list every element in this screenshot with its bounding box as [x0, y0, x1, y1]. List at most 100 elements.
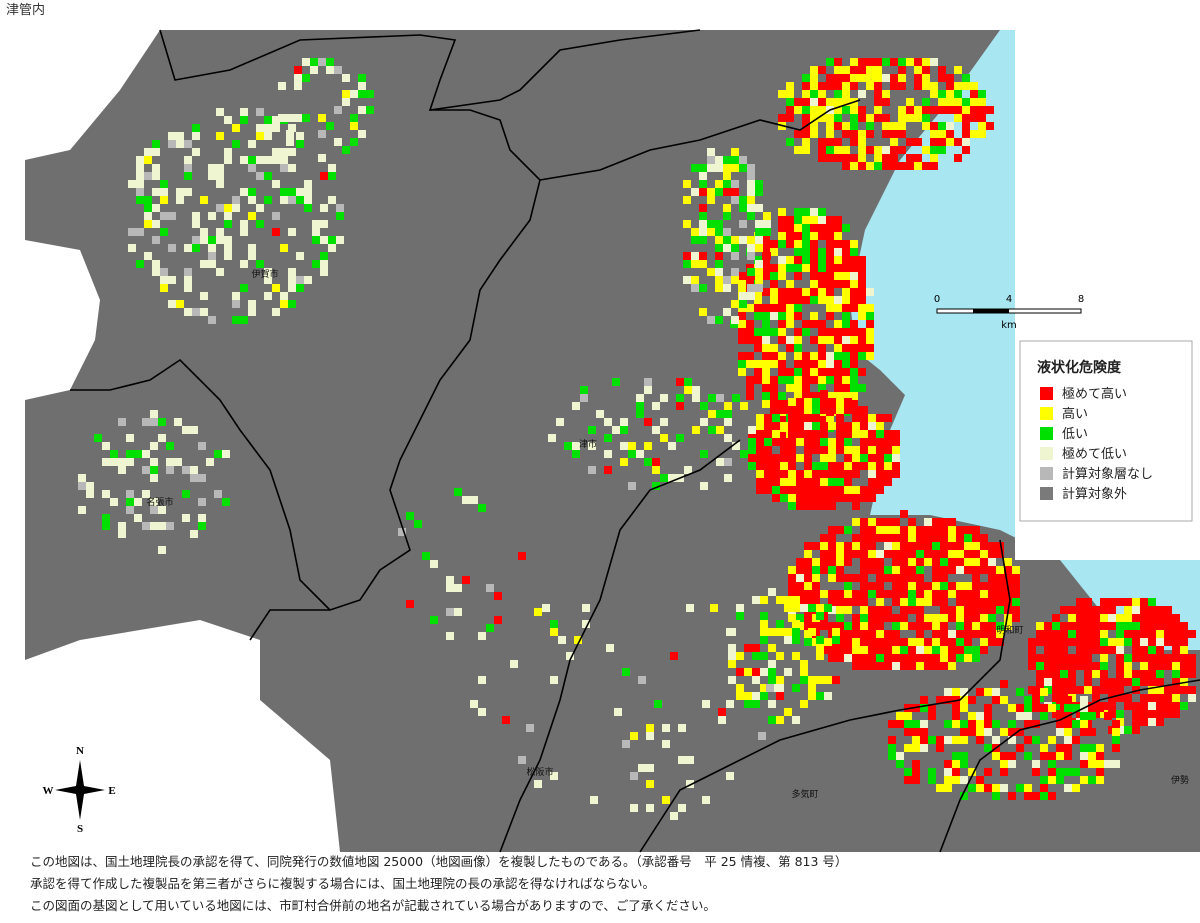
hazard-cell — [828, 398, 836, 406]
hazard-cell — [936, 736, 944, 744]
hazard-cell — [580, 386, 588, 394]
hazard-cell — [1112, 728, 1120, 736]
hazard-cell — [430, 616, 438, 624]
hazard-cell — [216, 180, 224, 188]
hazard-cell — [580, 394, 588, 402]
hazard-cell — [739, 220, 747, 228]
hazard-cell — [182, 466, 190, 474]
hazard-cell — [816, 644, 824, 652]
hazard-cell — [940, 534, 948, 542]
hazard-cell — [884, 646, 892, 654]
hazard-cell — [1068, 654, 1076, 662]
hazard-cell — [834, 296, 842, 304]
hazard-cell — [760, 620, 768, 628]
hazard-cell — [1008, 760, 1016, 768]
hazard-cell — [842, 360, 850, 368]
hazard-cell — [920, 720, 928, 728]
hazard-cell — [1148, 654, 1156, 662]
compass: N S W E — [43, 745, 116, 835]
hazard-cell — [804, 494, 812, 502]
hazard-cell — [810, 248, 818, 256]
legend-title: 液状化危険度 — [1037, 359, 1122, 376]
hazard-cell — [786, 256, 794, 264]
hazard-cell — [796, 494, 804, 502]
hazard-cell — [1016, 712, 1024, 720]
hazard-cell — [888, 752, 896, 760]
hazard-cell — [294, 82, 302, 90]
hazard-cell — [770, 352, 778, 360]
hazard-cell — [1116, 598, 1124, 606]
hazard-cell — [691, 252, 699, 260]
hazard-cell — [636, 402, 644, 410]
hazard-cell — [884, 534, 892, 542]
hazard-cell — [852, 430, 860, 438]
hazard-cell — [256, 220, 264, 228]
hazard-cell — [884, 414, 892, 422]
hazard-cell — [1024, 704, 1032, 712]
hazard-cell — [1172, 654, 1180, 662]
hazard-cell — [764, 438, 772, 446]
scale-bar: 0 4 8 km — [934, 294, 1084, 331]
hazard-cell — [960, 760, 968, 768]
hazard-cell — [184, 308, 192, 316]
hazard-cell — [852, 518, 860, 526]
hazard-cell — [786, 232, 794, 240]
hazard-cell — [318, 58, 326, 66]
hazard-cell — [264, 276, 272, 284]
hazard-cell — [788, 446, 796, 454]
hazard-cell — [836, 654, 844, 662]
hazard-cell — [794, 304, 802, 312]
hazard-cell — [296, 276, 304, 284]
hazard-cell — [150, 410, 158, 418]
hazard-cell — [126, 490, 134, 498]
hazard-cell — [572, 402, 580, 410]
hazard-cell — [900, 622, 908, 630]
hazard-cell — [1040, 776, 1048, 784]
hazard-cell — [810, 360, 818, 368]
hazard-cell — [936, 784, 944, 792]
hazard-cell — [874, 162, 882, 170]
hazard-cell — [739, 164, 747, 172]
hazard-cell — [860, 438, 868, 446]
hazard-cell — [768, 644, 776, 652]
hazard-cell — [780, 494, 788, 502]
hazard-cell — [804, 574, 812, 582]
hazard-cell — [866, 352, 874, 360]
hazard-cell — [922, 66, 930, 74]
hazard-cell — [818, 146, 826, 154]
hazard-cell — [996, 622, 1004, 630]
hazard-cell — [842, 162, 850, 170]
hazard-cell — [884, 470, 892, 478]
hazard-cell — [812, 598, 820, 606]
hazard-cell — [968, 784, 976, 792]
hazard-cell — [866, 130, 874, 138]
hazard-cell — [1060, 622, 1068, 630]
hazard-cell — [358, 106, 366, 114]
hazard-cell — [744, 668, 752, 676]
hazard-cell — [1056, 752, 1064, 760]
hazard-cell — [826, 248, 834, 256]
hazard-cell — [754, 368, 762, 376]
hazard-cell — [850, 138, 858, 146]
hazard-cell — [892, 446, 900, 454]
hazard-cell — [940, 558, 948, 566]
hazard-cell — [1156, 662, 1164, 670]
hazard-cell — [980, 638, 988, 646]
hazard-cell — [884, 438, 892, 446]
hazard-cell — [850, 288, 858, 296]
hazard-cell — [731, 148, 739, 156]
hazard-cell — [1132, 638, 1140, 646]
hazard-cell — [970, 82, 978, 90]
hazard-cell — [970, 90, 978, 98]
hazard-cell — [960, 720, 968, 728]
hazard-cell — [920, 728, 928, 736]
hazard-cell — [422, 552, 430, 560]
hazard-cell — [964, 590, 972, 598]
hazard-cell — [818, 98, 826, 106]
hazard-cell — [572, 450, 580, 458]
note-line: この地図は、国土地理院長の承認を得て、同院発行の数値地図 25000（地図画像）… — [30, 854, 847, 869]
hazard-cell — [414, 520, 422, 528]
hazard-cell — [752, 676, 760, 684]
hazard-cell — [952, 736, 960, 744]
page-title: 津管内 — [6, 2, 45, 18]
